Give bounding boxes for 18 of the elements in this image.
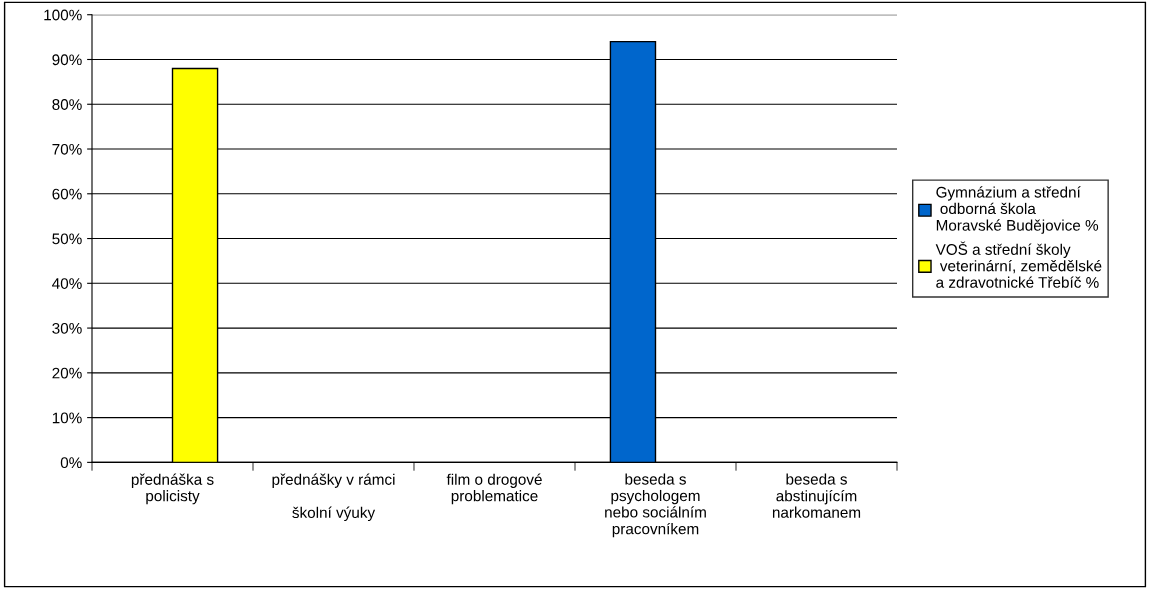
category-label: přednášky v rámci školní výuky: [272, 473, 395, 522]
y-tick-label: 60%: [52, 188, 82, 200]
y-tick-label: 30%: [52, 322, 82, 334]
y-tick-label: 80%: [52, 99, 82, 110]
y-tick-label: 100%: [44, 9, 82, 21]
y-tick-label: 0%: [60, 457, 82, 469]
x-tick-label: beseda s abstinujícím narkomanem: [772, 473, 861, 518]
y-tick-label: 20%: [52, 367, 82, 379]
x-tick-label: beseda s psychologem nebo sociálním pracovníkem: [605, 473, 706, 538]
legend-label: Gymnázium a střední odborná škola Moravské Budějovice %: [936, 186, 1099, 234]
legend-label: VOŠ a střední školy veterinární, zemědělské a zdravotnické Třebíč %: [935, 241, 1102, 288]
x-tick-label: film o drogové problematice: [446, 473, 542, 505]
x-tick-label: přednáška s policisty: [131, 473, 214, 505]
y-tick-label: 10%: [52, 412, 82, 424]
y-tick-label: 90%: [52, 54, 82, 66]
y-tick-label: 40%: [52, 278, 82, 289]
y-tick-label: 50%: [52, 233, 82, 245]
y-tick-label: 70%: [52, 143, 82, 155]
